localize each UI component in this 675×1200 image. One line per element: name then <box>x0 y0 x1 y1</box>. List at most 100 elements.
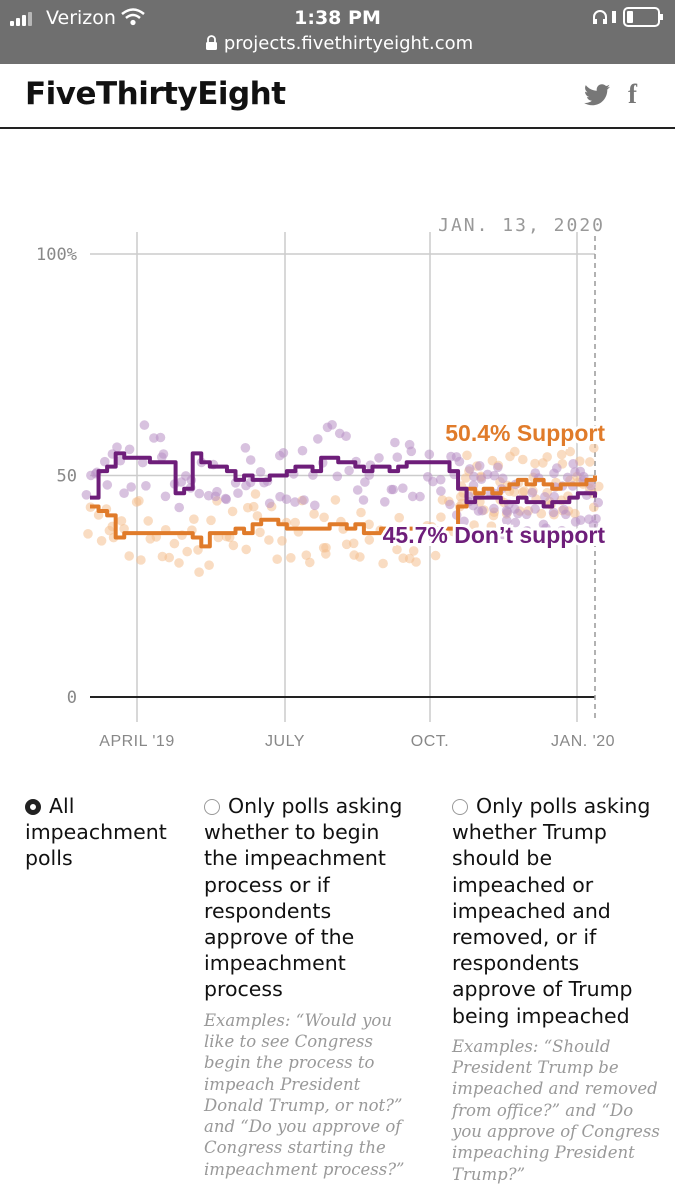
poll-dot <box>394 512 405 523</box>
poll-dot <box>556 449 567 460</box>
poll-dot <box>102 480 113 490</box>
poll-dot <box>213 532 224 543</box>
date-label: JAN. 13, 2020 <box>438 215 605 236</box>
poll-dot <box>501 515 512 526</box>
poll-dot <box>535 532 546 542</box>
poll-dot <box>424 449 435 460</box>
poll-dot <box>134 496 144 506</box>
poll-dot <box>112 442 122 453</box>
poll-dot <box>538 458 548 468</box>
poll-dot <box>530 468 541 478</box>
poll-dot <box>552 463 562 473</box>
poll-dot <box>194 488 205 499</box>
address-bar[interactable]: projects.fivethirtyeight.com <box>223 33 474 54</box>
poll-dot <box>454 456 465 467</box>
poll-dot <box>509 487 519 497</box>
chart-gridlines <box>90 232 596 722</box>
poll-dot <box>227 506 238 517</box>
filter-all-polls[interactable]: All impeachment polls <box>25 793 185 872</box>
poll-dot <box>264 498 275 509</box>
poll-dot <box>502 507 513 517</box>
poll-dot <box>593 497 603 508</box>
poll-dot <box>430 550 441 561</box>
poll-dot <box>415 491 425 502</box>
poll-dot <box>407 491 418 502</box>
poll-dot <box>309 509 319 519</box>
y-tick-label: 0 <box>67 688 77 708</box>
poll-dot <box>290 497 300 507</box>
filter-examples: Examples: “Should President Trump be imp… <box>452 1036 660 1184</box>
poll-dot <box>241 544 251 555</box>
poll-dot <box>299 495 309 505</box>
poll-dot <box>469 520 479 530</box>
poll-dot <box>436 486 446 496</box>
trend-lines <box>90 451 597 549</box>
poll-dot <box>204 560 214 570</box>
poll-dot <box>510 446 520 457</box>
poll-dot <box>255 527 265 538</box>
headphones-icon <box>593 10 607 24</box>
poll-dot <box>489 470 500 481</box>
filter-impeach-remove-polls[interactable]: Only polls asking whether Trump should b… <box>452 793 662 1185</box>
poll-dot <box>136 555 146 565</box>
poll-dot <box>462 450 472 461</box>
facebook-icon[interactable]: f <box>628 79 637 109</box>
poll-dot <box>589 443 599 453</box>
poll-dot <box>281 494 292 505</box>
poll-dot <box>313 434 323 444</box>
poll-dot <box>498 473 508 484</box>
poll-dot <box>194 567 204 577</box>
poll-dot <box>301 550 312 560</box>
poll-dot <box>137 457 148 468</box>
poll-dot <box>169 538 180 549</box>
dont-support-line <box>90 451 597 509</box>
poll-dot <box>390 437 400 448</box>
support-label: 50.4% Support <box>445 420 605 446</box>
filter-label: Only polls asking whether Trump should b… <box>452 794 651 1028</box>
radio-selected-icon[interactable] <box>25 799 41 815</box>
poll-dot <box>588 519 599 530</box>
impeachment-support-chart: 100% 50 0 APRIL '19 JULY OCT. JAN. '20 JAN. 13,… <box>36 215 614 750</box>
poll-dot <box>436 512 446 522</box>
x-tick-label: OCT. <box>411 733 449 750</box>
poll-dot <box>364 519 374 530</box>
poll-dot <box>594 481 604 492</box>
poll-dot <box>565 446 575 457</box>
filter-begin-process-polls[interactable]: Only polls asking whether to begin the i… <box>204 793 414 1180</box>
poll-dot <box>174 558 184 568</box>
poll-dot <box>510 517 521 528</box>
poll-dot <box>124 551 134 561</box>
poll-dot <box>221 494 231 505</box>
poll-dot <box>245 455 256 465</box>
wifi-icon <box>121 8 145 26</box>
filter-examples: Examples: “Would you like to see Congres… <box>204 1010 405 1179</box>
poll-dot <box>100 456 110 467</box>
poll-dot <box>408 546 419 556</box>
poll-dot <box>518 454 528 465</box>
radio-unselected-icon[interactable] <box>452 799 468 815</box>
poll-dot <box>124 444 135 455</box>
filter-label: All impeachment polls <box>25 794 167 871</box>
poll-dot <box>561 509 571 520</box>
site-logo[interactable]: FiveThirtyEight <box>25 76 286 112</box>
poll-dot <box>96 536 107 546</box>
poll-dot <box>352 485 363 495</box>
poll-dot <box>411 557 421 567</box>
poll-dot <box>541 523 551 533</box>
twitter-icon[interactable] <box>584 84 610 106</box>
poll-dot <box>378 558 388 569</box>
poll-dot <box>355 552 365 562</box>
radio-unselected-icon[interactable] <box>204 799 220 815</box>
x-tick-label: JULY <box>265 733 305 750</box>
poll-dot <box>158 449 169 459</box>
poll-dot <box>272 554 283 564</box>
poll-dot <box>182 546 192 557</box>
poll-dot <box>360 477 370 487</box>
poll-dot <box>286 553 296 563</box>
poll-dot <box>386 484 397 495</box>
poll-dot <box>474 461 485 471</box>
poll-dot <box>164 552 174 563</box>
poll-dot <box>83 529 93 539</box>
support-line <box>90 475 597 549</box>
poll-dot <box>143 516 153 526</box>
